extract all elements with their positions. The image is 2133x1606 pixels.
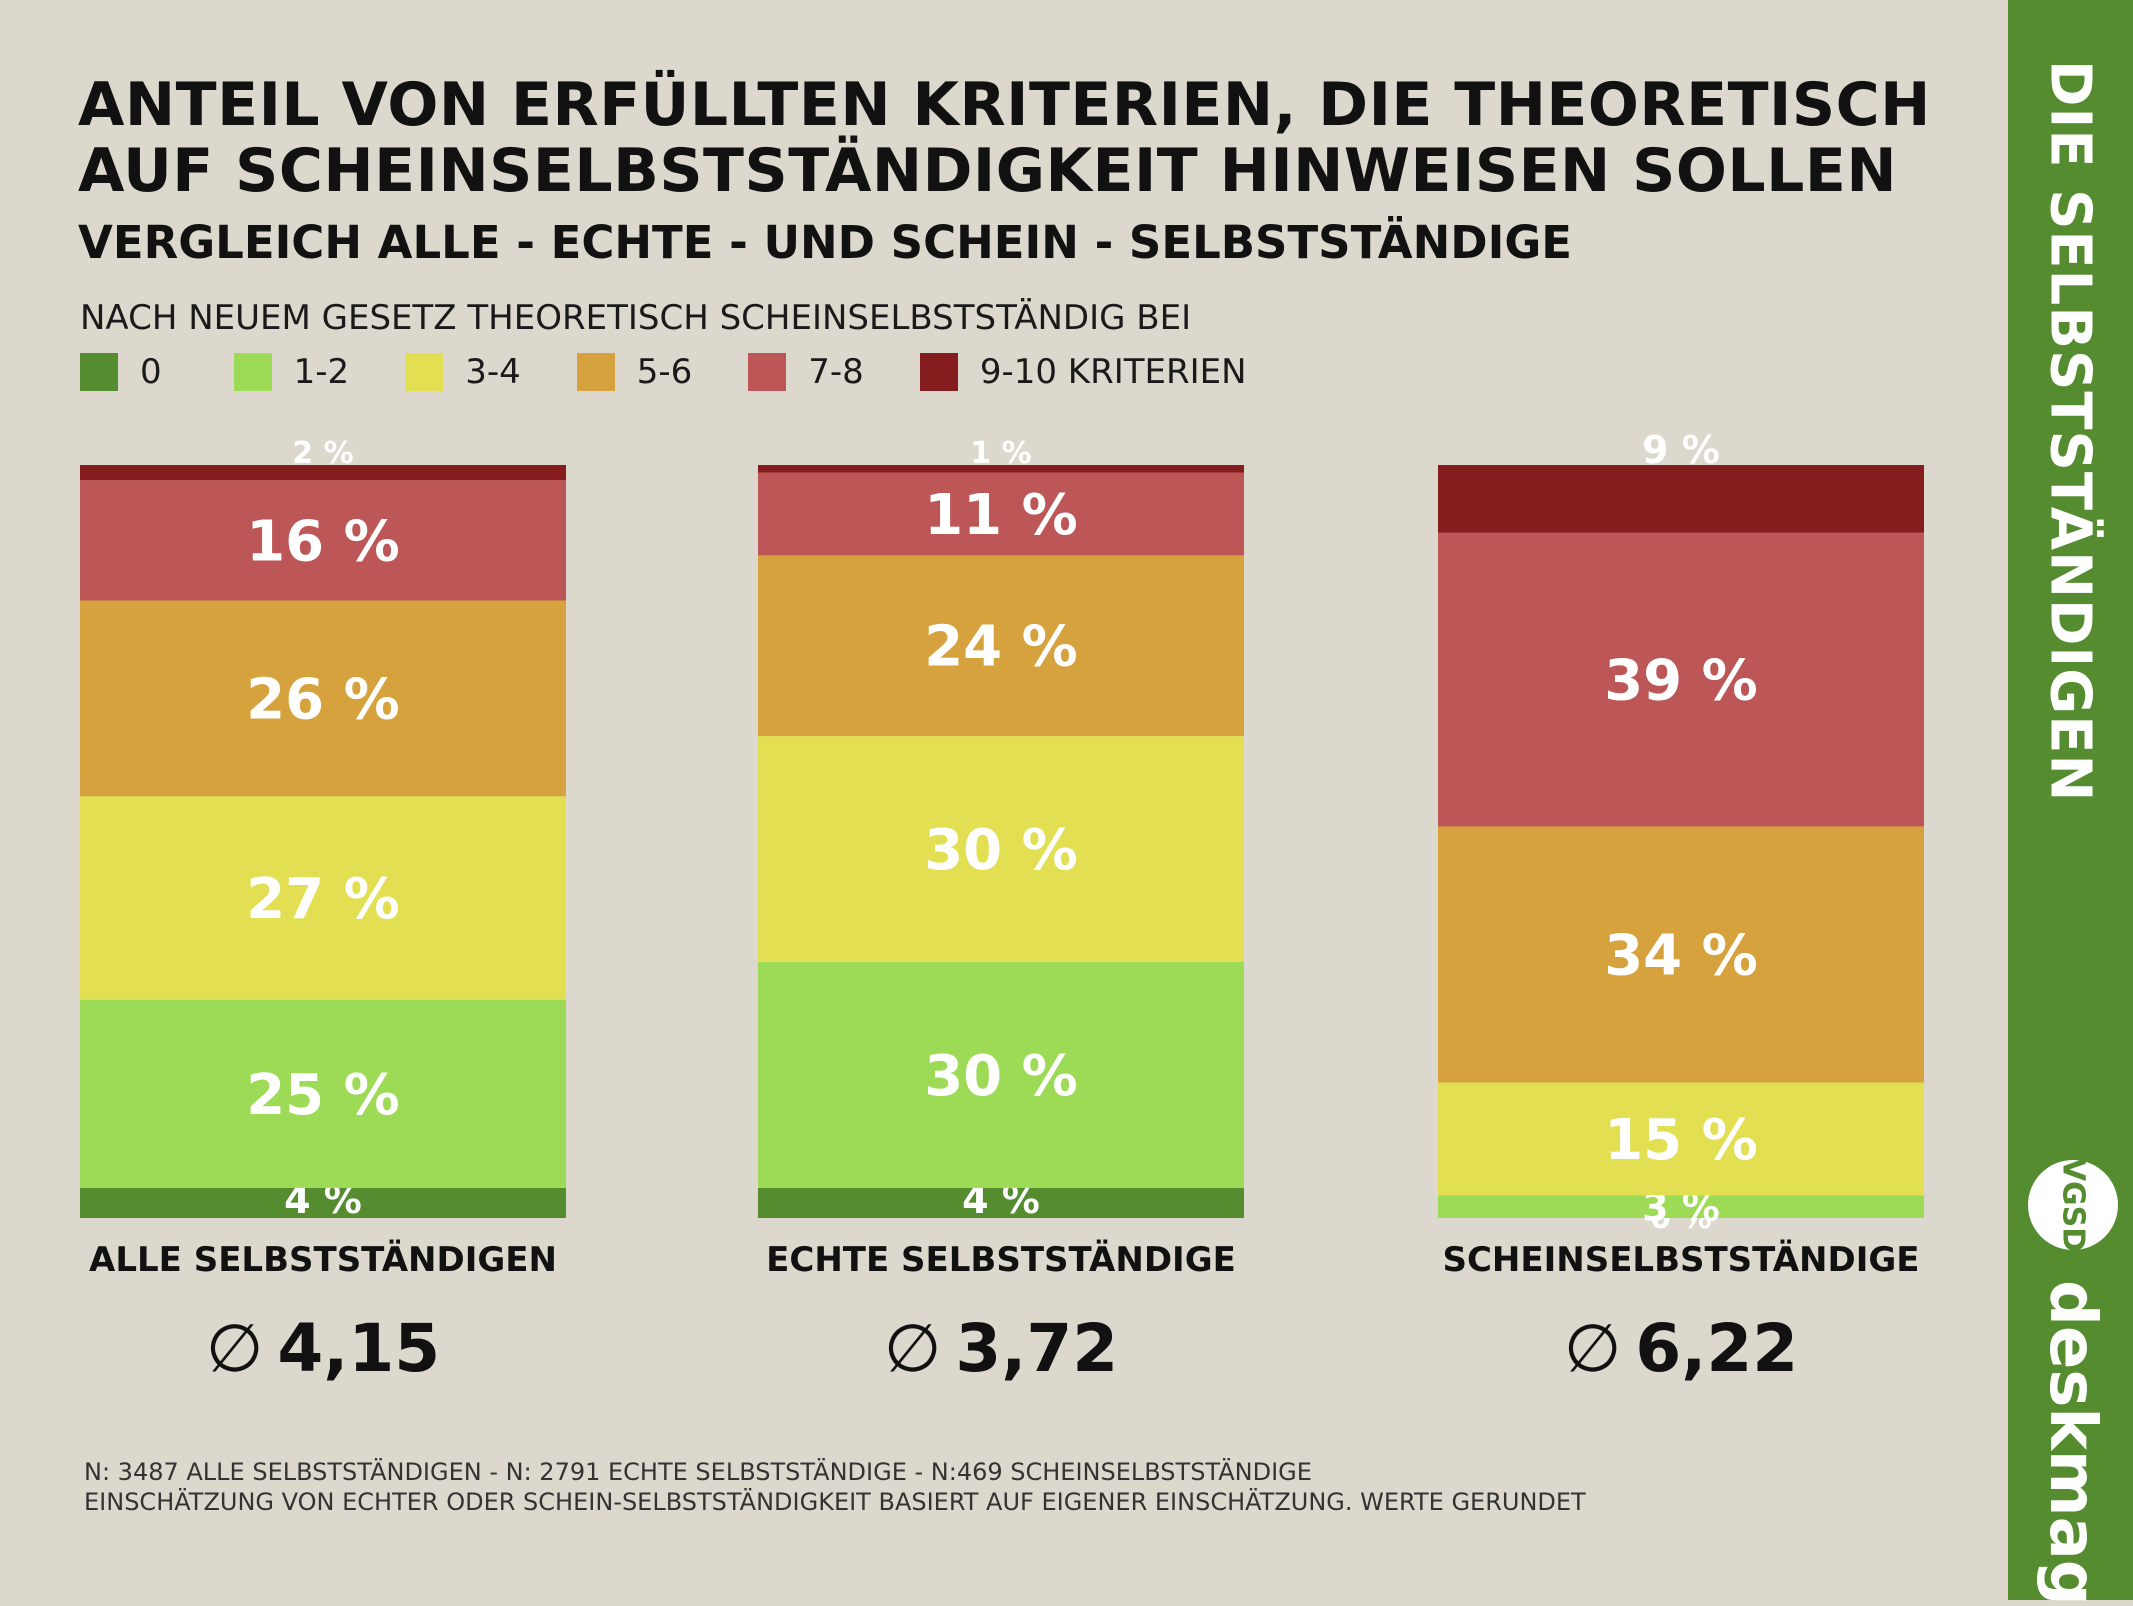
data-label: 2 % (292, 436, 353, 471)
chart-title: ANTEIL VON ERFÜLLTEN KRITERIEN, DIE THEO… (78, 72, 1978, 204)
bar-segment (80, 999, 566, 1188)
legend-item: 7-8 (748, 352, 864, 392)
legend-item: 0 (80, 352, 162, 392)
data-label: 39 % (1604, 649, 1758, 714)
category-label: ALLE SELBSTSTÄNDIGEN (89, 1240, 557, 1280)
bar-segment (1438, 1082, 1924, 1196)
bar-segment (1438, 1195, 1924, 1218)
bar-segment (1438, 465, 1924, 533)
legend-label: 5-6 (636, 352, 693, 392)
bar-segment (80, 480, 566, 601)
legend-label: 3-4 (465, 352, 521, 392)
sidebar-heading: DIE SELBSTSTÄNDIGEN (2037, 60, 2103, 803)
legend-item: 5-6 (576, 352, 693, 392)
legend-item: 3-4 (405, 352, 521, 392)
bar-segment (80, 465, 566, 481)
legend-swatch (576, 353, 615, 391)
bar-segment (80, 1187, 566, 1218)
footnote-sample-sizes: N: 3487 ALLE SELBSTSTÄNDIGEN - N: 2791 E… (84, 1458, 1312, 1486)
mean-value: ∅ 4,15 (63, 1310, 583, 1387)
legend-label: 7-8 (808, 352, 864, 392)
legend: 0 1-2 3-4 5-6 7-8 9-10 KRITERIEN (80, 350, 1247, 394)
bar-segment (758, 1187, 1244, 1218)
category-label: SCHEINSELBSTSTÄNDIGE (1442, 1240, 1920, 1280)
bar-segment (80, 600, 566, 797)
mean-value: ∅ 3,72 (741, 1310, 1261, 1387)
footnote-method: EINSCHÄTZUNG VON ECHTER ODER SCHEIN-SELB… (84, 1488, 1586, 1516)
legend-swatch (80, 353, 118, 391)
category-label: ECHTE SELBSTSTÄNDIGE (766, 1240, 1236, 1280)
deskmag-logo: deskmag (2035, 1280, 2109, 1606)
data-label: 1 % (970, 436, 1031, 471)
bar-segment (758, 472, 1244, 556)
legend-label: 9-10 KRITERIEN (979, 352, 1247, 392)
legend-item: 1-2 (233, 352, 350, 392)
legend-swatch (748, 353, 787, 391)
legend-label: 1-2 (293, 352, 350, 392)
bar-segment (758, 736, 1244, 962)
title-line-1: ANTEIL VON ERFÜLLTEN KRITERIEN, DIE THEO… (78, 70, 1931, 140)
data-label: 30 % (924, 818, 1078, 883)
bar-segment (1438, 532, 1924, 827)
legend-item: 9-10 KRITERIEN (919, 352, 1247, 392)
data-label: 30 % (924, 1044, 1078, 1109)
title-line-2: AUF SCHEINSELBSTSTÄNDIGKEIT HINWEISEN SO… (78, 136, 1898, 206)
chart-subtitle: VERGLEICH ALLE - ECHTE - UND SCHEIN - SE… (78, 216, 1573, 269)
data-label: 34 % (1604, 923, 1758, 988)
data-label: 26 % (246, 667, 400, 732)
mean-number: 6,22 (1635, 1310, 1799, 1387)
legend-swatch (405, 353, 444, 391)
bar-segment (1438, 826, 1924, 1083)
mean-symbol: ∅ (205, 1310, 264, 1387)
vgsd-logo-text: VGSD (2055, 1157, 2091, 1253)
legend-title: NACH NEUEM GESETZ THEORETISCH SCHEINSELB… (80, 298, 1192, 338)
legend-label: 0 (140, 352, 162, 392)
data-label: 11 % (924, 483, 1078, 548)
bar-segment (80, 796, 566, 1000)
data-label: 9 % (1642, 430, 1720, 472)
mean-symbol: ∅ (883, 1310, 942, 1387)
mean-number: 3,72 (955, 1310, 1119, 1387)
vgsd-logo-icon: VGSD (2028, 1157, 2118, 1253)
mean-value: ∅ 6,22 (1421, 1310, 1941, 1387)
mean-number: 4,15 (277, 1310, 441, 1387)
data-label: 27 % (246, 867, 400, 932)
sidebar-band (2008, 0, 2133, 1600)
legend-swatch (919, 353, 958, 391)
data-label: 15 % (1604, 1108, 1758, 1173)
bar-segment (758, 555, 1244, 737)
data-label: 25 % (246, 1063, 400, 1128)
legend-swatch (233, 353, 272, 391)
mean-symbol: ∅ (1563, 1310, 1622, 1387)
data-label: 24 % (924, 615, 1078, 680)
data-label: 16 % (246, 509, 400, 574)
stacked-bar-chart: 4 %25 %27 %26 %16 %2 %4 %30 %30 %24 %11 … (80, 430, 1924, 1230)
bar-segment (758, 465, 1244, 473)
bar-segment (758, 961, 1244, 1188)
